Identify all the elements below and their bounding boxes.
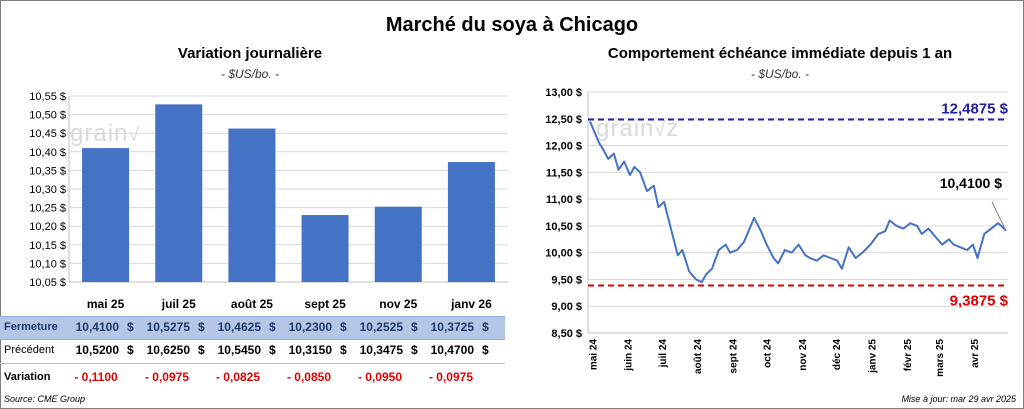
x-tick-label: nov 24 (798, 339, 809, 371)
currency-symbol: $ (340, 343, 347, 357)
line-chart-unit: - $US/bo. - (750, 67, 810, 81)
currency-symbol: $ (411, 320, 418, 334)
y-tick-label: 9,00 $ (551, 301, 582, 313)
row-label-fermeture: Fermeture (4, 321, 58, 333)
table-cell: 10,3725 (430, 320, 474, 334)
currency-symbol: $ (198, 343, 205, 357)
high-label: 12,4875 $ (941, 100, 1008, 117)
bar (447, 162, 495, 282)
x-tick-label: avr 25 (970, 339, 981, 368)
y-tick-label: 10,40 $ (29, 147, 66, 159)
table-cell: 10,2525 (359, 320, 403, 334)
table-cell: 10,5275 (146, 320, 190, 334)
x-tick-label: juin 24 (624, 339, 635, 372)
y-tick-label: 10,35 $ (29, 165, 66, 177)
x-tick-label: oct 24 (763, 339, 774, 368)
x-tick-label: mai 25 (87, 297, 125, 311)
currency-symbol: $ (269, 320, 276, 334)
y-tick-label: 13,00 $ (545, 87, 582, 99)
table-cell: - 0,1100 (74, 370, 118, 384)
x-tick-label: sept 25 (304, 297, 346, 311)
y-tick-label: 8,50 $ (551, 328, 582, 340)
y-tick-label: 10,45 $ (29, 128, 66, 140)
currency-symbol: $ (127, 343, 134, 357)
y-tick-label: 10,50 $ (545, 221, 582, 233)
x-tick-label: déc 24 (832, 339, 843, 371)
table-cell: 10,4625 (217, 320, 261, 334)
currency-symbol: $ (482, 320, 489, 334)
row-label-precedent: Précédent (4, 344, 55, 356)
row-label-variation: Variation (4, 371, 51, 383)
bar (301, 215, 349, 282)
page-title: Marché du soya à Chicago (385, 14, 639, 36)
x-tick-label: juil 25 (161, 297, 196, 311)
table-cell: 10,3475 (359, 343, 403, 357)
bar-chart-title: Variation journalière (177, 45, 323, 62)
table-cell: 10,5450 (217, 343, 261, 357)
x-tick-label: mai 24 (588, 339, 599, 371)
line-chart-title: Comportement échéance immédiate depuis 1… (607, 45, 953, 62)
y-tick-label: 10,05 $ (29, 277, 66, 289)
y-tick-label: 10,30 $ (29, 184, 66, 196)
last-value-label: 10,4100 $ (940, 175, 1002, 191)
table-row-precedent: Précédent 10,5200 $ 10,6250 $ 10,5450 $ … (0, 340, 505, 362)
table-cell: 10,6250 (146, 343, 190, 357)
table-cell: - 0,0950 (357, 370, 403, 384)
currency-symbol: $ (269, 343, 276, 357)
bar (374, 206, 422, 282)
x-tick-label: août 25 (231, 297, 273, 311)
y-tick-label: 12,50 $ (545, 114, 582, 126)
x-tick-label: janv 26 (450, 297, 492, 311)
y-tick-label: 10,10 $ (29, 258, 66, 270)
y-tick-label: 9,50 $ (551, 274, 582, 286)
currency-symbol: $ (411, 343, 418, 357)
last-value-leader (991, 201, 1007, 231)
table-cell: 10,5200 (75, 343, 119, 357)
table-cell: - 0,0825 (215, 370, 261, 384)
x-tick-label: janv 25 (868, 339, 879, 374)
bar (228, 128, 276, 282)
table-row-fermeture: Fermeture 10,4100 $ 10,5275 $ 10,4625 $ … (0, 316, 505, 340)
y-tick-label: 10,55 $ (29, 91, 66, 103)
series-line (589, 121, 1007, 284)
y-tick-label: 10,20 $ (29, 221, 66, 233)
table-cell: 10,2300 (288, 320, 332, 334)
low-label: 9,3875 $ (950, 292, 1009, 309)
y-tick-label: 10,15 $ (29, 240, 66, 252)
bar-chart-unit: - $US/bo. - (220, 67, 280, 81)
table-cell: - 0,0850 (286, 370, 332, 384)
x-tick-label: août 24 (693, 339, 704, 374)
y-tick-label: 10,25 $ (29, 203, 66, 215)
table-cell: 10,4100 (75, 320, 119, 334)
table-cell: 10,4700 (430, 343, 474, 357)
x-tick-label: févr 25 (903, 339, 914, 372)
currency-symbol: $ (340, 320, 347, 334)
y-tick-label: 12,00 $ (545, 141, 582, 153)
table-row-variation: Variation - 0,1100 - 0,0975 - 0,0825 - 0… (0, 367, 505, 389)
x-tick-label: juil 24 (658, 339, 669, 369)
x-tick-label: nov 25 (379, 297, 417, 311)
table-cell: - 0,0975 (428, 370, 474, 384)
source-note: Source: CME Group (4, 394, 86, 404)
y-tick-label: 11,50 $ (546, 167, 582, 179)
x-tick-label: sept 24 (728, 339, 739, 374)
y-tick-label: 11,00 $ (546, 194, 582, 206)
y-tick-label: 10,00 $ (545, 248, 582, 260)
currency-symbol: $ (482, 343, 489, 357)
table-cell: - 0,0975 (144, 370, 190, 384)
currency-symbol: $ (127, 320, 134, 334)
update-note: Mise à jour: mar 29 avr 2025 (901, 394, 1016, 404)
currency-symbol: $ (198, 320, 205, 334)
bar (82, 148, 130, 282)
y-tick-label: 10,50 $ (29, 110, 66, 122)
table-cell: 10,3150 (288, 343, 332, 357)
table-divider (0, 363, 505, 364)
x-tick-label: mars 25 (935, 339, 946, 377)
bar (155, 104, 203, 283)
